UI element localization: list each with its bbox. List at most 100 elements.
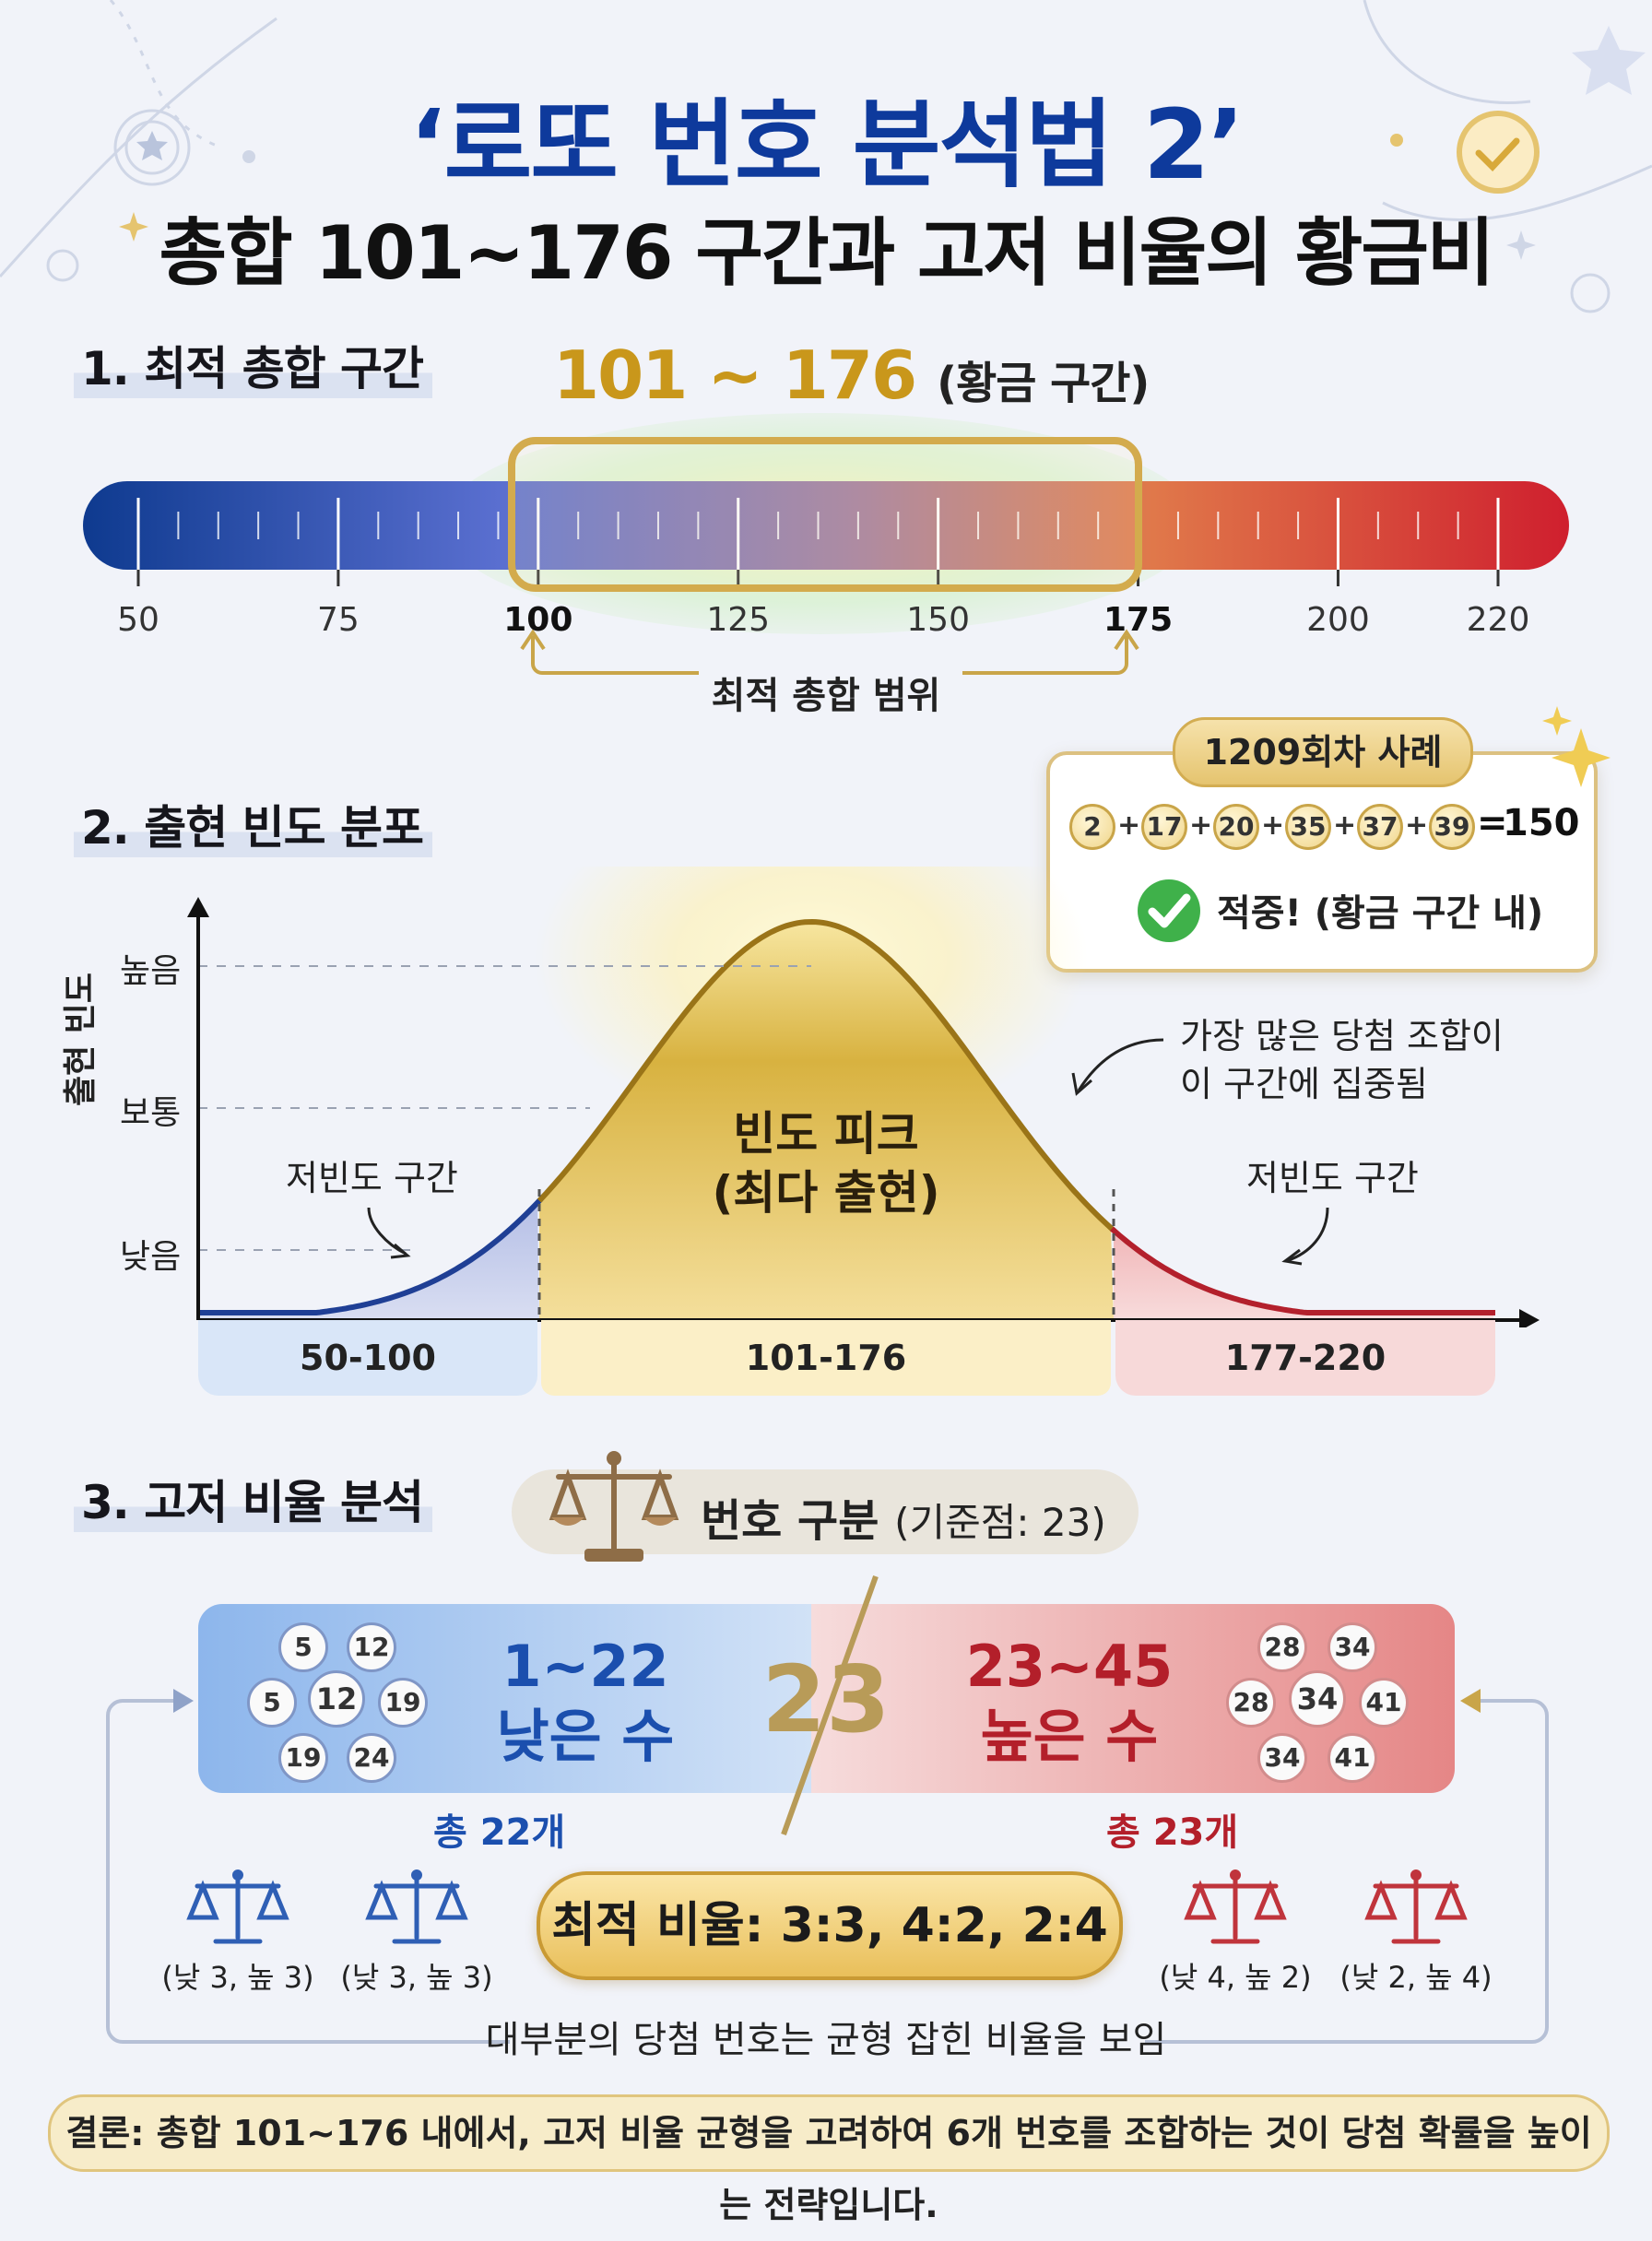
number-ball: 24 <box>347 1733 396 1783</box>
pivot-number: 23 <box>761 1645 891 1753</box>
scale-tick-label: 75 <box>317 601 360 639</box>
gold-range-suffix: (황금 구간) <box>937 358 1150 409</box>
section2-heading: 2. 출현 빈도 분포 <box>74 791 433 857</box>
scale-tick-label: 150 <box>906 601 970 639</box>
peak-label-line2: (최다 출현) <box>712 1166 940 1220</box>
scale-gradient-bar <box>83 481 1569 570</box>
frequency-distribution-chart <box>187 867 1540 1327</box>
example-number-ball: 39 <box>1429 804 1475 850</box>
plus-sign: + <box>1333 809 1357 842</box>
plus-sign: + <box>1261 809 1285 842</box>
scale-label-4: (낮 2, 높 4) <box>1339 1960 1493 1995</box>
low-frequency-area-left <box>198 1202 539 1320</box>
number-ball: 34 <box>1257 1733 1307 1783</box>
high-range: 23~45 <box>965 1633 1174 1700</box>
example-number-ball: 2 <box>1069 804 1115 850</box>
number-ball: 19 <box>378 1678 428 1728</box>
example-sum: 150 <box>1503 802 1580 844</box>
number-ball: 12 <box>347 1622 396 1672</box>
example-number-ball: 17 <box>1141 804 1187 850</box>
band-low: 50-100 <box>198 1320 537 1396</box>
curve-left <box>198 1197 544 1315</box>
range-bracket <box>531 636 1128 675</box>
peak-label-line1: 빈도 피크 <box>733 1107 919 1161</box>
low-frequency-area-right <box>1114 1230 1493 1320</box>
number-ball: 5 <box>278 1622 328 1672</box>
low-range: 1~22 <box>502 1633 669 1700</box>
high-label: 높은 수 <box>980 1703 1159 1770</box>
section1-heading: 1. 최적 총합 구간 <box>74 332 433 398</box>
number-ball: 41 <box>1359 1678 1409 1728</box>
low-label: 낮은 수 <box>496 1703 675 1770</box>
y-level-low: 낮음 <box>120 1238 182 1276</box>
scale-tick-label: 125 <box>706 601 771 639</box>
optimal-ratio-badge: 최적 비율: 3:3, 4:2, 2:4 <box>537 1871 1123 1980</box>
peak-label: 빈도 피크 (최다 출현) <box>0 1104 1652 1222</box>
gold-range-label: 101 ~ 176 (황금 구간) <box>553 336 1150 414</box>
y-level-mid: 보통 <box>120 1094 182 1132</box>
number-ball: 12 <box>308 1670 365 1728</box>
peak-area <box>539 922 1114 1320</box>
scale-label-2: (낮 3, 높 3) <box>340 1960 493 1995</box>
page-title: ‘로또 번호 분석법 2’ <box>409 88 1245 201</box>
concentration-note-line1: 가장 많은 당첨 조합이 <box>1180 1016 1504 1056</box>
low-frequency-label-right: 저빈도 구간 <box>1246 1158 1419 1198</box>
number-ball: 5 <box>247 1678 297 1728</box>
concentration-note: 가장 많은 당첨 조합이 이 구간에 집중됨 <box>1180 1012 1504 1108</box>
low-frequency-label-left: 저빈도 구간 <box>286 1158 458 1198</box>
example-numbers-row: 2 +17 +20 +35 +37 +39 = 150 <box>1069 802 1586 852</box>
sparkle-icon <box>1506 230 1536 260</box>
sparkle-icon <box>1542 706 1611 787</box>
high-count: 총 23개 <box>1106 1811 1239 1854</box>
number-ball: 34 <box>1289 1670 1346 1728</box>
example-card-title: 1209회차 사례 <box>1173 717 1473 787</box>
concentration-note-line2: 이 구간에 집중됨 <box>1180 1064 1428 1104</box>
number-ball: 41 <box>1328 1733 1377 1783</box>
balance-scale-icon <box>184 1866 291 1954</box>
scale-label-3: (낮 4, 높 2) <box>1159 1960 1312 1995</box>
balance-scale-icon <box>549 1451 679 1562</box>
scale-tick-label: 220 <box>1466 601 1530 639</box>
sum-scale-bar <box>83 413 1569 675</box>
sparkle-icon <box>119 212 148 242</box>
plus-sign: + <box>1405 809 1429 842</box>
balance-caption: 대부분의 당첨 번호는 균형 잡힌 비율을 보임 <box>485 2019 1167 2061</box>
conclusion-banner: 결론: 총합 101~176 내에서, 고저 비율 균형을 고려하여 6개 번호… <box>48 2094 1610 2225</box>
equals-sign: = <box>1477 802 1508 844</box>
balance-scale-icon <box>363 1866 470 1954</box>
curve-right <box>1110 1226 1495 1315</box>
divider-note: (기준점: 23) <box>894 1500 1106 1545</box>
balance-scale-icon <box>1182 1866 1289 1954</box>
gold-range-value: 101 ~ 176 <box>553 336 917 414</box>
number-ball: 28 <box>1226 1678 1276 1728</box>
number-ball: 28 <box>1257 1622 1307 1672</box>
golden-range-frame <box>508 437 1142 592</box>
low-count: 총 22개 <box>433 1811 566 1854</box>
plus-sign: + <box>1189 809 1213 842</box>
y-level-high: 높음 <box>120 952 182 990</box>
check-badge-icon <box>1457 111 1540 194</box>
balance-scale-icon <box>1363 1866 1469 1954</box>
scale-tick-label: 100 <box>503 601 573 639</box>
scale-ticks <box>136 498 1500 586</box>
example-number-ball: 35 <box>1285 804 1331 850</box>
low-range-label: 1~22 낮은 수 <box>489 1632 682 1772</box>
band-high: 177-220 <box>1115 1320 1495 1396</box>
section3-heading: 3. 고저 비율 분석 <box>74 1466 433 1532</box>
example-number-ball: 37 <box>1357 804 1403 850</box>
band-peak: 101-176 <box>541 1320 1111 1396</box>
high-range-label: 23~45 높은 수 <box>959 1632 1180 1772</box>
number-ball: 34 <box>1328 1622 1377 1672</box>
example-result: 적중! (황금 구간 내) <box>1217 892 1544 935</box>
star-icon <box>136 131 168 160</box>
scale-tick-label: 50 <box>117 601 159 639</box>
check-icon <box>1138 879 1200 942</box>
balance-loop-arrows <box>106 1689 1549 2044</box>
pivot-slash <box>781 1575 879 1836</box>
scale-tick-label: 200 <box>1306 601 1370 639</box>
scale-label-1: (낮 3, 높 3) <box>161 1960 314 1995</box>
example-number-ball: 20 <box>1213 804 1259 850</box>
divider-title: 번호 구분 <box>701 1495 879 1547</box>
number-ball: 19 <box>278 1733 328 1783</box>
